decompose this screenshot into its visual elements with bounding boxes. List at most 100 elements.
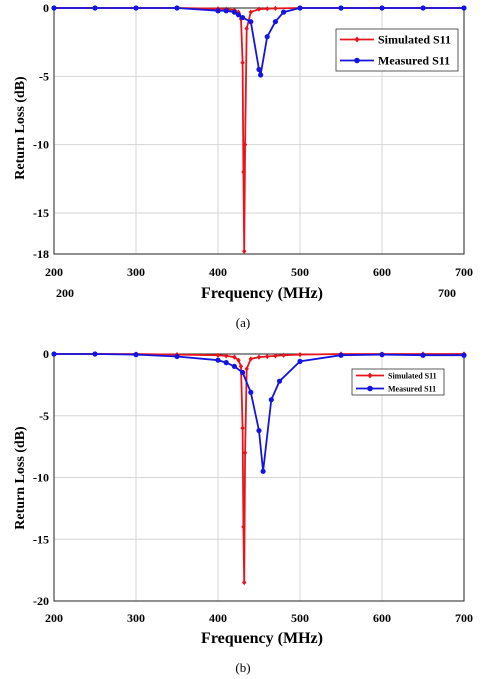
data-point	[244, 366, 249, 372]
data-point	[256, 66, 262, 73]
legend-marker	[354, 36, 360, 43]
data-point	[240, 14, 246, 21]
legend: Simulated S11 Measured S11	[335, 28, 459, 72]
y-tick-label: -5	[39, 69, 49, 83]
data-point	[273, 353, 278, 359]
data-point	[242, 450, 248, 456]
y-tick-label: -10	[33, 471, 49, 485]
x-tick-label: 700	[455, 265, 473, 279]
data-point	[297, 358, 303, 365]
x-axis-label: Frequency (MHz)	[201, 630, 323, 647]
data-point	[276, 378, 283, 384]
data-point	[268, 397, 274, 403]
x-tick-label: 300	[127, 265, 145, 279]
legend-label: Measured S11	[378, 54, 450, 68]
legend-marker	[367, 385, 373, 392]
y-tick-label: -20	[33, 594, 49, 608]
data-point	[256, 427, 262, 434]
data-point	[265, 6, 270, 12]
x-tick-label: 400	[209, 265, 227, 279]
data-point	[281, 352, 286, 358]
data-point	[256, 6, 262, 12]
data-point	[379, 352, 385, 358]
data-point	[174, 353, 180, 360]
series-line	[54, 353, 464, 583]
data-point	[223, 360, 229, 366]
chart-panel-a: 200 300 400 500 600 700 0 -5 -10 -15 -18 Simulated …	[13, 1, 473, 330]
data-point	[461, 352, 467, 358]
legend: Simulated S11 Measured S11	[351, 368, 445, 396]
data-point	[242, 142, 248, 148]
x-tick-label: 300	[127, 611, 145, 625]
x-tick-label: 200	[45, 265, 63, 279]
data-point	[236, 9, 241, 15]
plot-area: 200 300 400 500 600 700 0 -5 -10 -15 -20 Simulated …	[33, 347, 473, 625]
data-point	[92, 5, 98, 11]
data-point	[238, 363, 244, 369]
x-axis-label: Frequency (MHz)	[201, 285, 323, 302]
extra-label-200: 200	[56, 286, 74, 300]
y-tick-label: -10	[33, 138, 49, 152]
series-line	[54, 7, 464, 76]
data-point	[235, 12, 242, 18]
data-point	[51, 351, 57, 357]
panel-caption-a: (a)	[236, 315, 250, 330]
data-point	[242, 579, 247, 586]
data-point	[174, 5, 180, 11]
x-tick-label: 600	[373, 265, 391, 279]
legend-label: Simulated S11	[388, 371, 437, 380]
data-point	[379, 5, 385, 11]
y-tick-label: -18	[33, 247, 49, 261]
data-point	[223, 8, 229, 14]
data-point	[215, 8, 221, 14]
series-line	[54, 353, 464, 472]
legend-box	[335, 28, 459, 72]
x-tick-label: 500	[291, 611, 309, 625]
y-tick-label: -15	[33, 532, 49, 546]
data-point	[338, 5, 344, 11]
data-point	[242, 248, 247, 254]
series-measured-s11	[51, 351, 467, 474]
data-point	[240, 60, 245, 66]
plot-frame	[53, 353, 465, 602]
legend-marker	[354, 57, 360, 64]
data-point	[338, 352, 344, 358]
panel-caption-b: (b)	[235, 660, 250, 675]
data-point	[241, 169, 246, 175]
data-point	[133, 352, 139, 358]
data-point	[215, 357, 221, 363]
data-point	[51, 5, 57, 11]
y-tick-label: 0	[43, 347, 49, 361]
data-point	[256, 354, 262, 360]
data-point	[215, 352, 221, 358]
data-point	[420, 352, 426, 358]
extra-label-700: 700	[438, 286, 456, 300]
x-tick-label: 500	[291, 265, 309, 279]
data-point	[248, 356, 253, 362]
data-point	[461, 5, 467, 11]
legend-label: Measured S11	[388, 384, 436, 393]
data-point	[231, 9, 237, 15]
data-point	[265, 353, 270, 360]
data-point	[273, 5, 278, 12]
data-point	[297, 352, 303, 358]
data-point	[297, 5, 303, 11]
x-tick-label: 700	[455, 611, 473, 625]
x-tick-label: 400	[209, 611, 227, 625]
legend-box	[351, 368, 445, 396]
data-point	[92, 351, 98, 357]
x-tick-label: 200	[45, 611, 63, 625]
data-point	[240, 369, 246, 376]
y-tick-label: -15	[33, 206, 49, 220]
data-point	[420, 5, 426, 11]
data-point	[258, 72, 264, 78]
data-point	[272, 19, 278, 25]
data-point	[232, 354, 237, 360]
data-point	[240, 425, 245, 431]
data-point	[224, 353, 229, 359]
data-point	[260, 468, 266, 474]
y-tick-label: 0	[43, 1, 49, 15]
data-point	[248, 9, 253, 15]
x-tick-label: 600	[373, 611, 391, 625]
